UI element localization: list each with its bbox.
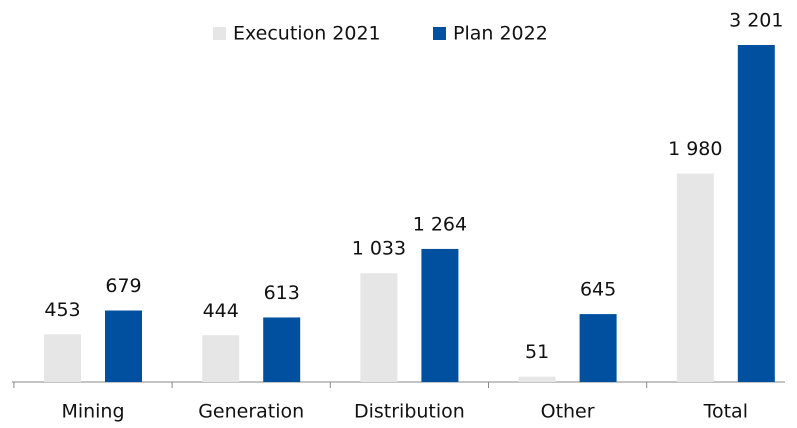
legend-label: Execution 2021	[233, 23, 381, 45]
bar	[105, 310, 142, 382]
bar	[676, 173, 714, 382]
value-label: 645	[580, 279, 616, 301]
bar	[360, 273, 398, 382]
x-tick-label: Total	[703, 401, 748, 423]
value-label: 1 033	[352, 238, 406, 260]
x-tick-label: Mining	[61, 401, 124, 423]
bar	[263, 317, 301, 382]
value-label: 1 980	[668, 138, 722, 160]
value-label: 679	[105, 275, 141, 297]
bar	[202, 335, 240, 382]
bar	[421, 248, 459, 382]
value-label: 444	[203, 300, 239, 322]
x-tick-label: Distribution	[354, 401, 465, 423]
value-label: 1 264	[413, 213, 467, 235]
value-label: 51	[525, 341, 549, 363]
value-label: 3 201	[729, 10, 783, 32]
value-label: 613	[264, 282, 300, 304]
x-tick-label: Generation	[198, 401, 304, 423]
legend-swatch	[433, 27, 446, 40]
legend-label: Plan 2022	[453, 23, 548, 45]
bar	[579, 314, 617, 382]
bar	[518, 376, 556, 382]
bar	[44, 334, 81, 382]
legend-swatch	[213, 27, 226, 40]
x-tick-label: Other	[541, 401, 595, 423]
value-label: 453	[44, 299, 80, 321]
bar	[737, 45, 775, 382]
